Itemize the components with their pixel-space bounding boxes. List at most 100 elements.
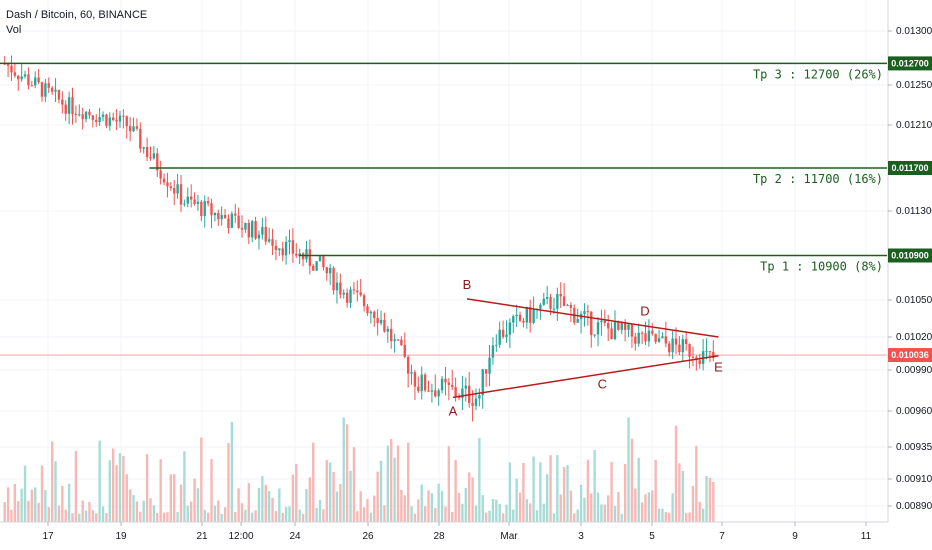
price-axis-panel [888,0,932,550]
volume-bar [189,501,193,522]
volume-bar [420,484,423,522]
volume-bar [339,484,342,522]
target-price-badge: 0.011700 [891,163,928,173]
candle-body [284,241,288,256]
volume-bar [668,512,671,522]
volume-bar [81,500,84,522]
volume-bar [135,501,139,522]
volume-bar [390,439,393,522]
candle-body [44,83,47,97]
candle-body [244,222,247,230]
candle-body [237,215,240,228]
candle-body [691,356,695,358]
candle-body [332,267,335,291]
volume-bar [396,445,400,522]
volume-bar [61,485,64,522]
candle-body [708,351,712,353]
volume-bar [657,508,661,522]
volume-bar [54,461,57,522]
volume-bar [434,507,437,522]
volume-bar [156,512,159,522]
candle-body [20,76,23,80]
candle-body [345,292,349,303]
candle-body [359,292,362,296]
volume-bar [681,470,684,522]
volume-bar [200,437,203,522]
candle-body [220,214,223,220]
volume-bar [108,460,111,522]
volume-bar [701,508,705,522]
volume-bar [640,502,644,522]
volume-bar [57,505,61,522]
volume-bar [579,484,583,522]
volume-bar [352,447,356,522]
candle-body [491,345,495,358]
candle-body [23,74,27,77]
candle-body [525,306,529,323]
volume-bar [149,498,152,522]
volume-bar [647,492,651,522]
candle-body [115,119,118,122]
volume-bar [128,489,132,522]
volume-bar [451,511,454,522]
candle-body [274,245,278,251]
candle-body [417,386,420,392]
volume-bar [573,513,576,522]
candle-body [305,249,308,260]
volume-bar [539,462,542,522]
volume-bar [3,502,6,522]
candle-body [281,248,284,256]
candle-body [108,117,111,126]
time-tick-label: 24 [289,531,301,542]
time-tick-label: 21 [196,531,208,542]
candle-body [495,344,498,346]
volume-bar [545,474,549,522]
candle-body [576,319,579,323]
candle-body [206,201,210,204]
candle-body [50,87,54,92]
candle-body [47,83,50,88]
candle-body [705,351,708,353]
volume-bar [437,483,440,522]
volume-bar [349,470,352,522]
time-tick-label: 28 [433,531,445,542]
candle-body [152,153,156,159]
volume-bar [244,509,247,522]
candle-body [288,240,291,242]
volume-bar [356,511,359,522]
volume-bar [583,497,586,522]
volume-bar [318,499,322,522]
volume-bar [471,477,474,522]
volume-bar [230,421,234,522]
candle-body [291,240,295,254]
candle-body [688,344,691,357]
pattern-point-label: A [449,403,458,418]
candle-body [234,213,237,216]
candle-body [356,290,359,293]
pattern-line [466,298,719,338]
volume-bar [169,474,173,522]
volume-bar [549,455,552,522]
candle-body [240,227,244,230]
volume-bar [410,506,413,522]
pattern-point-label: D [640,303,649,318]
volume-bar [512,509,515,522]
volume-bar [132,495,135,522]
volume-bar [691,485,695,522]
current-price-badge-bg [888,348,932,363]
candle-body [406,356,410,374]
volume-bar [488,510,491,522]
volume-bar [145,454,149,522]
candle-body [617,322,620,330]
volume-bar [661,508,664,522]
volume-bar [630,438,634,522]
candle-body [162,178,166,183]
pattern-point-label: C [598,377,607,392]
volume-bar [362,507,366,522]
volume-bar [295,463,298,522]
volume-bar [217,500,220,522]
